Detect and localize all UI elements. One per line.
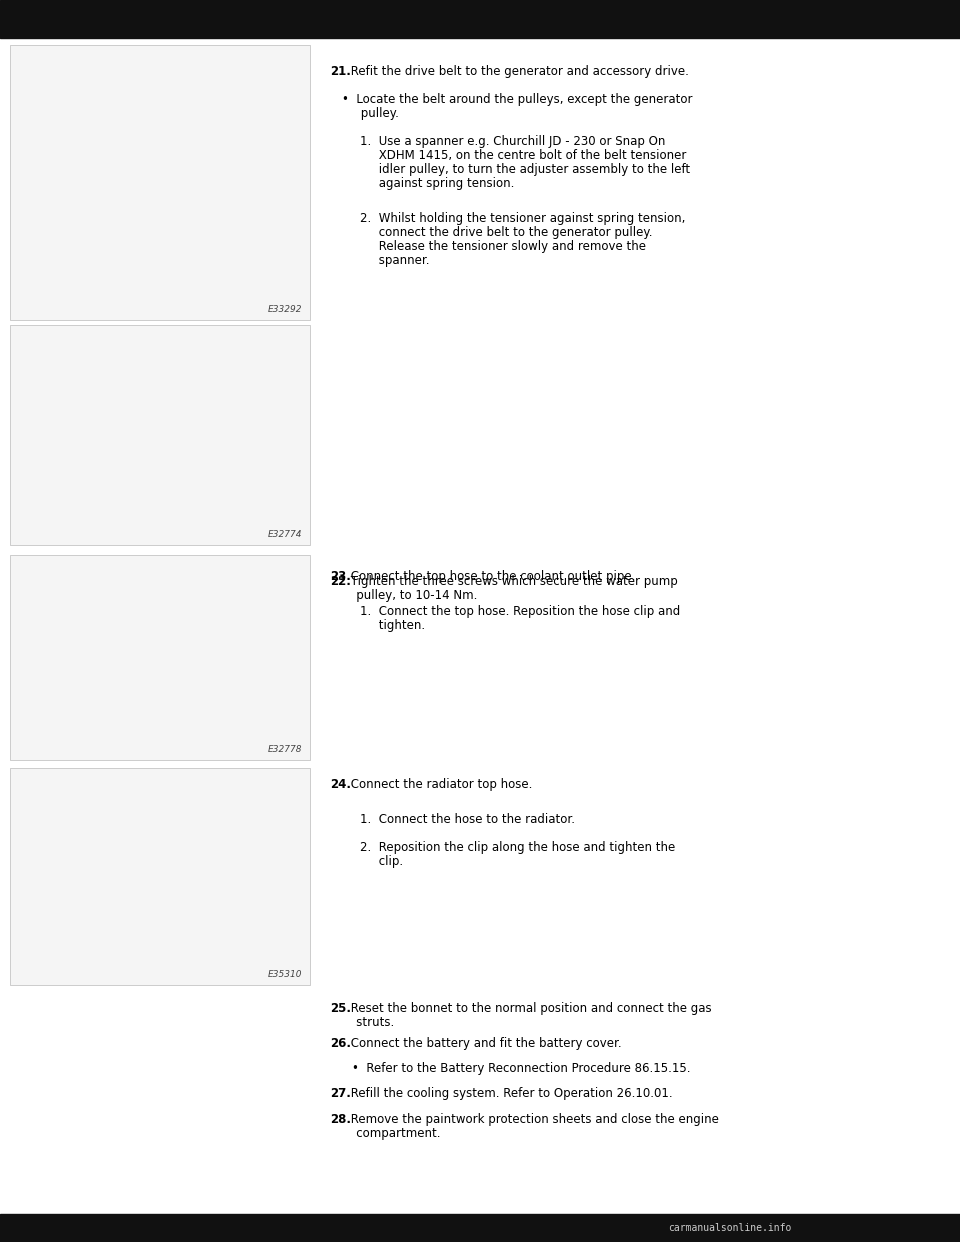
Text: Connect the battery and fit the battery cover.: Connect the battery and fit the battery … (348, 1037, 622, 1049)
Text: 1.  Connect the hose to the radiator.: 1. Connect the hose to the radiator. (360, 814, 575, 826)
Text: Connect the radiator top hose.: Connect the radiator top hose. (348, 777, 533, 791)
Text: •  Refer to the Battery Reconnection Procedure 86.15.15.: • Refer to the Battery Reconnection Proc… (352, 1062, 690, 1076)
Text: against spring tension.: against spring tension. (360, 178, 515, 190)
Text: E35310: E35310 (268, 970, 302, 979)
Text: E32774: E32774 (268, 530, 302, 539)
Text: Refit the drive belt to the generator and accessory drive.: Refit the drive belt to the generator an… (348, 65, 689, 78)
Text: 24.: 24. (330, 777, 351, 791)
Text: pulley, to 10-14 Nm.: pulley, to 10-14 Nm. (330, 589, 477, 602)
Text: 26.: 26. (330, 1037, 351, 1049)
Bar (10, 325, 310, 545)
Text: clip.: clip. (360, 854, 403, 868)
Text: 1.  Connect the top hose. Reposition the hose clip and: 1. Connect the top hose. Reposition the … (360, 605, 681, 619)
Text: Connect the top hose to the coolant outlet pipe.: Connect the top hose to the coolant outl… (348, 570, 636, 582)
Text: Tighten the three screws which secure the water pump: Tighten the three screws which secure th… (348, 575, 678, 587)
Bar (10, 45, 310, 320)
Text: Reset the bonnet to the normal position and connect the gas: Reset the bonnet to the normal position … (348, 1002, 712, 1015)
Text: Refill the cooling system. Refer to Operation 26.10.01.: Refill the cooling system. Refer to Oper… (348, 1088, 673, 1100)
Text: 2.  Reposition the clip along the hose and tighten the: 2. Reposition the clip along the hose an… (360, 841, 675, 854)
Text: 2.  Whilst holding the tensioner against spring tension,: 2. Whilst holding the tensioner against … (360, 212, 685, 225)
Text: 27.: 27. (330, 1088, 350, 1100)
Text: carmanualsonline.info: carmanualsonline.info (668, 1223, 791, 1233)
Text: 28.: 28. (330, 1113, 351, 1125)
Text: compartment.: compartment. (330, 1126, 441, 1140)
Text: connect the drive belt to the generator pulley.: connect the drive belt to the generator … (360, 226, 653, 238)
Text: 22.: 22. (330, 575, 350, 587)
Bar (0, 0, 960, 39)
Bar (10, 555, 310, 760)
Text: 23.: 23. (330, 570, 350, 582)
Text: E32778: E32778 (268, 745, 302, 754)
Bar (10, 768, 310, 985)
Text: 25.: 25. (330, 1002, 351, 1015)
Text: idler pulley, to turn the adjuster assembly to the left: idler pulley, to turn the adjuster assem… (360, 163, 690, 176)
Text: Release the tensioner slowly and remove the: Release the tensioner slowly and remove … (360, 240, 646, 253)
Text: spanner.: spanner. (360, 255, 429, 267)
Text: tighten.: tighten. (360, 619, 425, 632)
Text: •  Locate the belt around the pulleys, except the generator: • Locate the belt around the pulleys, ex… (342, 93, 692, 106)
Text: Remove the paintwork protection sheets and close the engine: Remove the paintwork protection sheets a… (348, 1113, 719, 1125)
Text: struts.: struts. (330, 1016, 395, 1030)
Bar (0, 1213, 960, 1242)
Text: 21.: 21. (330, 65, 350, 78)
Text: E33292: E33292 (268, 306, 302, 314)
Text: XDHM 1415, on the centre bolt of the belt tensioner: XDHM 1415, on the centre bolt of the bel… (360, 149, 686, 161)
Text: pulley.: pulley. (342, 107, 398, 120)
Text: 1.  Use a spanner e.g. Churchill JD - 230 or Snap On: 1. Use a spanner e.g. Churchill JD - 230… (360, 135, 665, 148)
